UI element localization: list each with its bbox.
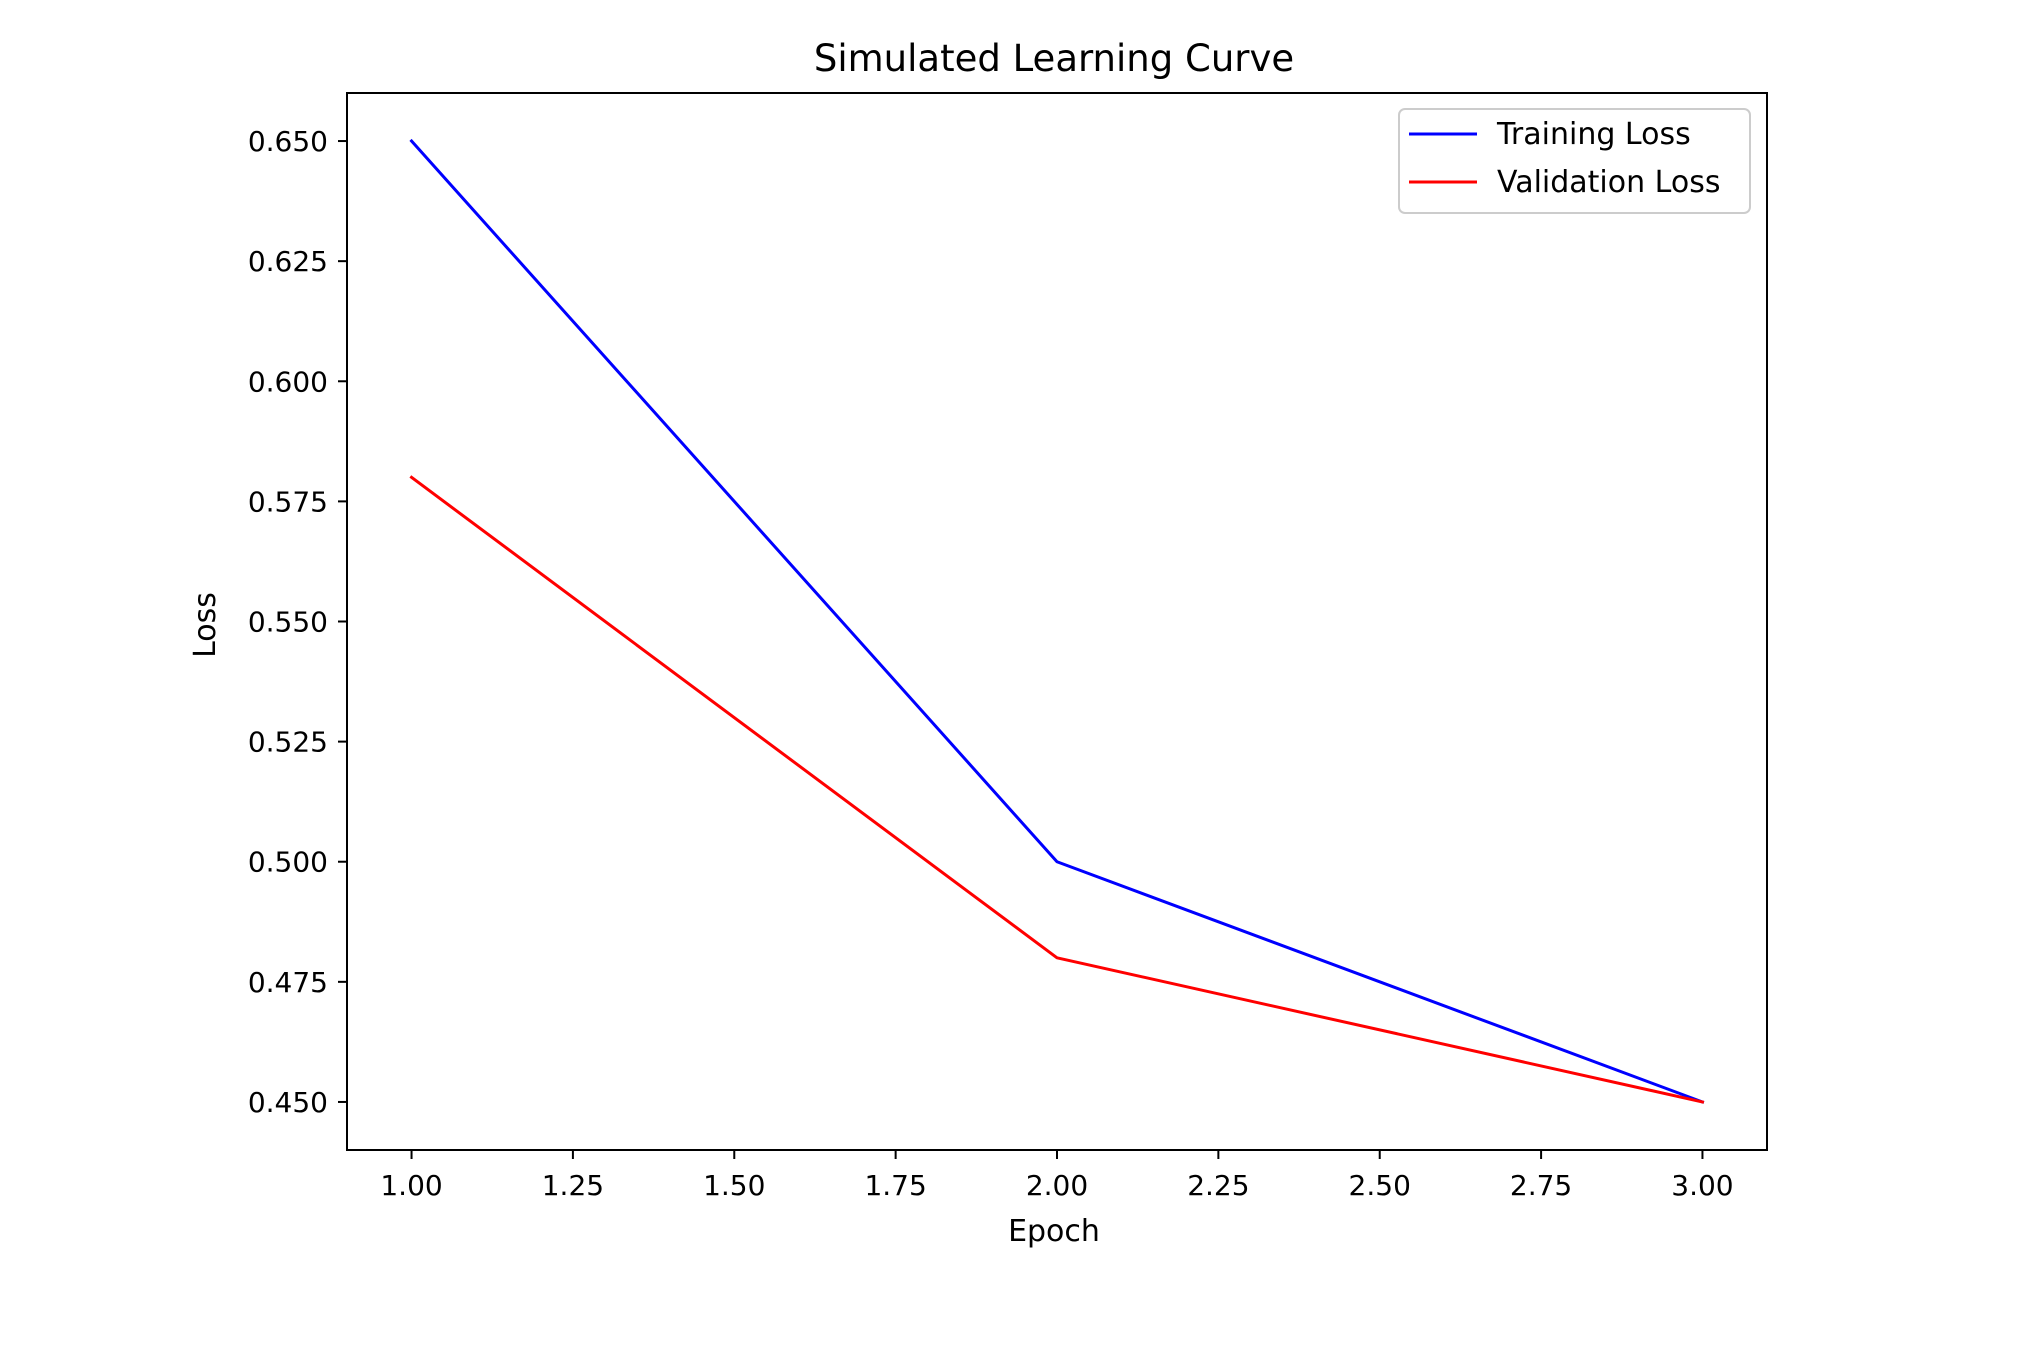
x-tick-label: 2.75 [1510,1169,1572,1202]
x-tick-label: 1.00 [380,1169,442,1202]
x-axis-label: Epoch [1008,1214,1100,1249]
legend: Training Loss Validation Loss [1398,108,1751,214]
plot-frame [346,92,1768,1151]
x-tick-label: 2.50 [1349,1169,1411,1202]
plot-area [346,92,1768,1151]
legend-label-training-loss: Training Loss [1496,117,1691,152]
y-tick-label: 0.600 [248,365,328,398]
y-tick-label: 0.625 [248,245,328,278]
y-tick-label: 0.525 [248,726,328,759]
x-tick-label: 3.00 [1671,1169,1733,1202]
y-tick-label: 0.475 [248,966,328,999]
legend-box [1398,108,1751,214]
x-tick-label: 2.00 [1026,1169,1088,1202]
x-tick-label: 1.25 [542,1169,604,1202]
series-line-validation-loss [409,475,1705,1104]
y-tick-label: 0.500 [248,846,328,879]
y-tick-label: 0.575 [248,485,328,518]
legend-label-validation-loss: Validation Loss [1497,165,1720,200]
x-tick-label: 2.25 [1187,1169,1249,1202]
series-line-training-loss [409,138,1705,1104]
x-tick-label: 1.75 [864,1169,926,1202]
y-axis: 0.450 0.475 0.500 0.525 0.550 0.575 0.600 0.625… [248,125,347,1119]
series-group [409,138,1705,1104]
y-tick-label: 0.650 [248,125,328,158]
y-tick-label: 0.550 [248,606,328,639]
y-tick-label: 0.450 [248,1086,328,1119]
chart-title: Simulated Learning Curve [814,37,1294,80]
x-tick-label: 1.50 [703,1169,765,1202]
x-axis: 1.00 1.25 1.50 1.75 2.00 2.25 2.50 2.75 3.00 [380,1150,1734,1202]
y-axis-label: Loss [188,592,223,658]
